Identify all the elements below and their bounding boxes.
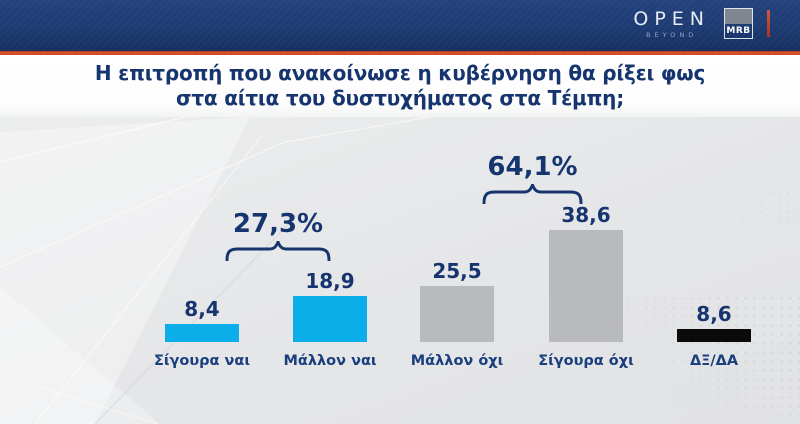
- open-tv-logo: OPEN BEYOND: [633, 9, 710, 39]
- group-total-label: 27,3%: [232, 209, 324, 239]
- bar: [677, 329, 751, 342]
- open-logo-subtext: BEYOND: [646, 30, 698, 39]
- broadcast-header: OPEN BEYOND MRB: [0, 0, 800, 51]
- poll-question-title-line1: Η επιτροπή που ανακοίνωσε η κυβέρνηση θα…: [94, 61, 706, 85]
- header-accent-line: [0, 51, 800, 55]
- bar-group: 18,9: [293, 270, 367, 342]
- bar-value-label: 38,6: [561, 203, 611, 227]
- bar-group: 38,6: [549, 204, 623, 342]
- group-total-label: 64,1%: [487, 152, 578, 182]
- header-divider-tick: [767, 10, 770, 37]
- mrb-logo-text: MRB: [726, 26, 751, 36]
- group-total-annotation: 64,1%: [482, 152, 583, 204]
- bar-group: 8,6: [677, 303, 751, 342]
- brace-icon: [225, 241, 331, 261]
- header-logos: OPEN BEYOND MRB: [633, 8, 770, 39]
- title-band: Η επιτροπή που ανακοίνωσε η κυβέρνηση θα…: [0, 55, 800, 117]
- bar-category-label: Μάλλον όχι: [410, 353, 504, 369]
- bar-value-label: 25,5: [432, 259, 482, 283]
- bar: [549, 230, 623, 342]
- bar-category-label: ΔΞ/ΔΑ: [689, 353, 739, 369]
- bar-category-label: Σίγουρα ναι: [153, 353, 251, 369]
- bar: [420, 286, 494, 342]
- group-total-annotation: 27,3%: [225, 209, 331, 261]
- brace-icon: [482, 184, 583, 204]
- bar-group: 25,5: [420, 260, 494, 342]
- bar-group: 8,4: [165, 298, 239, 342]
- poll-question-title-line2: στα αίτια του δυστυχήματος στα Τέμπη;: [175, 86, 624, 110]
- mrb-logo-mark: [725, 9, 752, 24]
- bar: [165, 324, 239, 342]
- poll-bar-chart: 8,4 Σίγουρα ναι 18,9 Μάλλον ναι 25,5 Μάλλον ό…: [0, 117, 800, 424]
- bar-value-label: 8,6: [696, 302, 732, 326]
- bar-value-label: 18,9: [305, 269, 355, 293]
- open-logo-text: OPEN: [633, 7, 710, 30]
- bar-category-label: Μάλλον ναι: [283, 353, 377, 369]
- bar: [293, 296, 367, 342]
- dot-pattern-decoration: [640, 117, 800, 227]
- mrb-pollster-logo: MRB: [724, 8, 753, 39]
- bar-value-label: 8,4: [184, 297, 220, 321]
- bar-category-label: Σίγουρα όχι: [538, 353, 634, 369]
